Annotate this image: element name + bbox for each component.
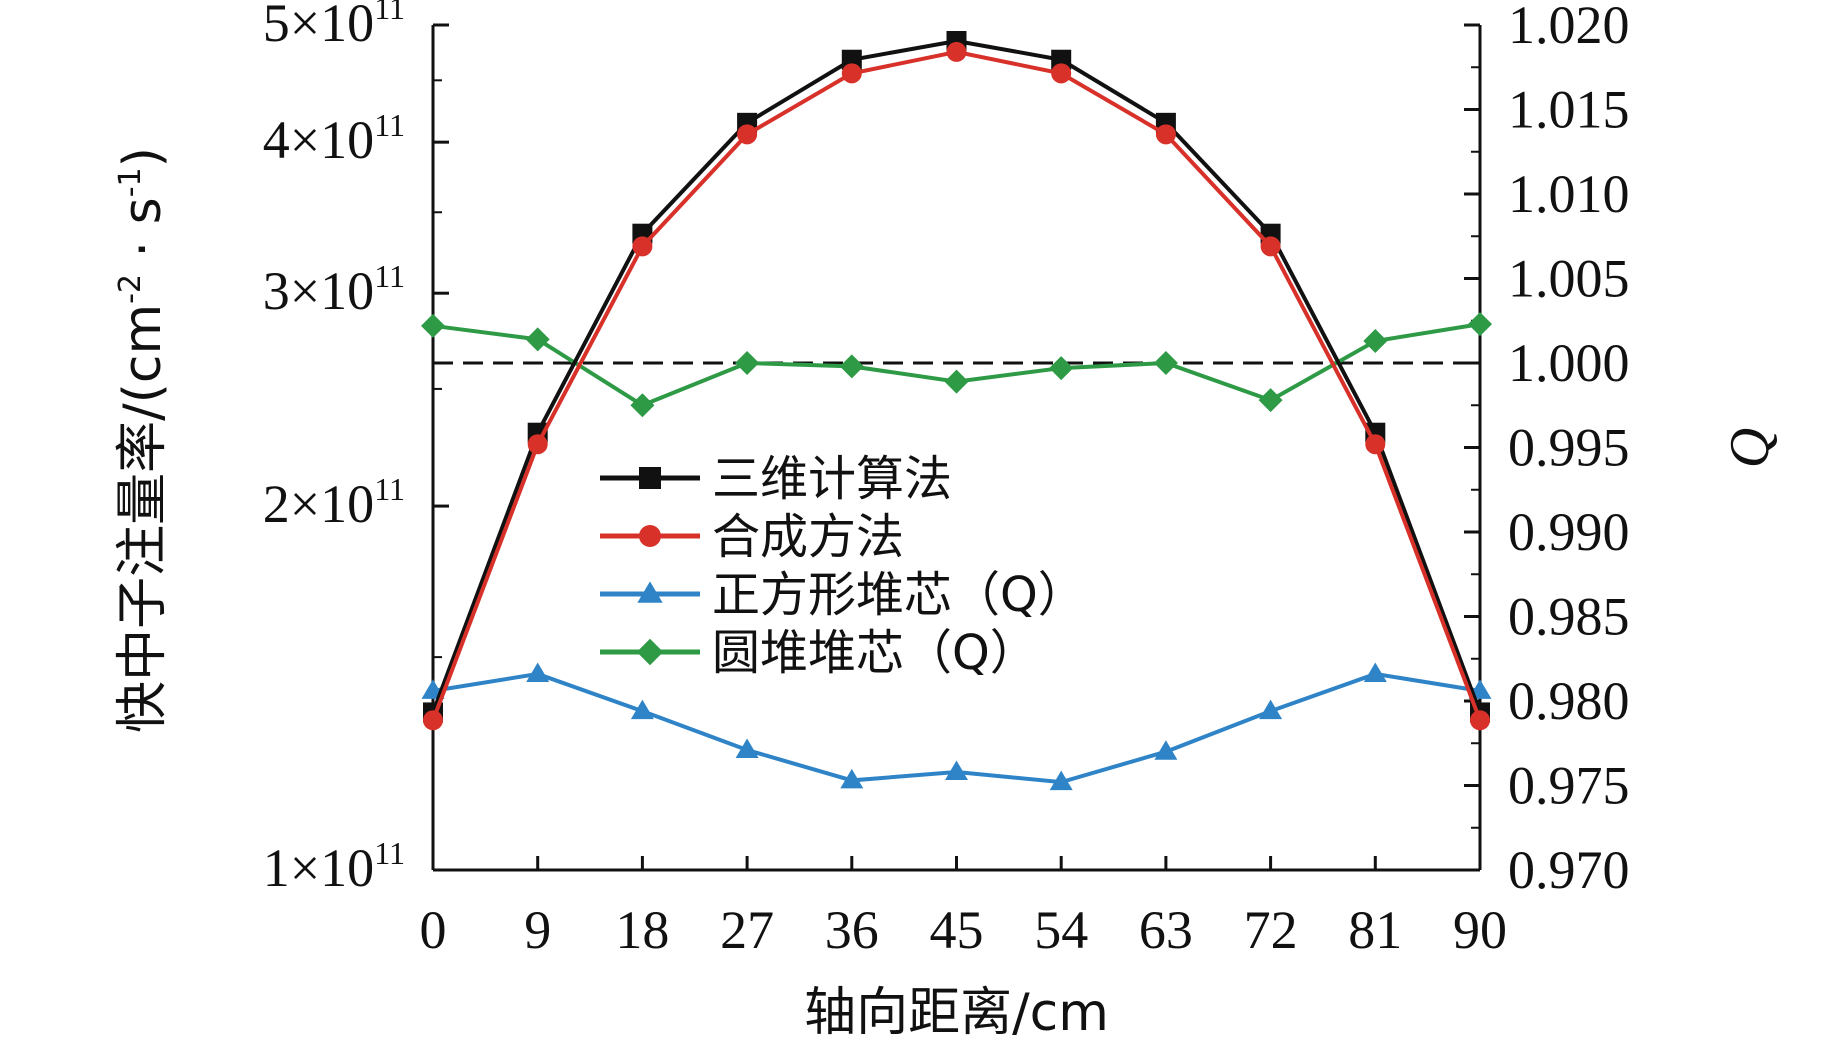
y-right-tick-label: 0.970 <box>1508 840 1630 900</box>
legend-label: 三维计算法 <box>712 451 952 507</box>
data-point <box>527 434 548 455</box>
data-point <box>944 369 969 394</box>
data-point <box>421 313 445 338</box>
y-right-tick-label: 1.020 <box>1508 0 1630 55</box>
data-point <box>526 662 550 682</box>
data-point <box>630 699 654 720</box>
legend-label: 合成方法 <box>712 509 904 565</box>
y-right-tick-label: 0.995 <box>1508 418 1630 478</box>
y-axis-right-label: Q <box>1719 428 1781 468</box>
series-2 <box>421 662 1492 791</box>
x-tick-label: 9 <box>524 900 551 960</box>
x-tick-label: 54 <box>1034 900 1088 960</box>
data-point <box>1363 329 1388 354</box>
y-right-tick-label: 0.975 <box>1508 756 1630 816</box>
data-point <box>946 41 967 62</box>
legend-marker <box>636 638 664 666</box>
x-tick-label: 45 <box>930 900 984 960</box>
series-3 <box>421 312 1492 418</box>
legend-item: 正方形堆芯（Q） <box>600 567 1086 623</box>
y-right-tick-label: 1.000 <box>1508 333 1630 393</box>
x-tick-label: 27 <box>720 900 774 960</box>
legend-marker <box>639 525 661 547</box>
data-point <box>1153 351 1178 375</box>
legend-marker <box>639 467 661 489</box>
axes: 0 9 18 27 36 45 54 63 72 81 90 1×1011 2×1011 3×1011 4×… <box>263 0 1630 960</box>
data-point <box>945 760 968 780</box>
data-point <box>735 738 759 759</box>
y-right-tick-label: 0.985 <box>1508 587 1630 647</box>
data-point <box>735 351 760 375</box>
x-tick-label: 36 <box>825 900 879 960</box>
y-left-tick-label: 5×1011 <box>263 0 405 53</box>
legend-label: 正方形堆芯（Q） <box>712 567 1086 623</box>
x-tick-label: 18 <box>615 900 669 960</box>
data-point <box>1258 388 1283 413</box>
data-point <box>630 393 655 418</box>
data-point <box>423 710 443 731</box>
data-point <box>1154 740 1178 760</box>
data-point <box>1049 770 1073 791</box>
y-right-tick-label: 1.005 <box>1508 249 1630 309</box>
legend-label: 圆堆堆芯（Q） <box>712 625 1038 681</box>
legend-marker <box>637 581 663 603</box>
data-point <box>841 63 862 84</box>
data-point <box>1259 699 1283 720</box>
series-1 <box>423 41 1490 731</box>
legend-item: 三维计算法 <box>600 451 952 507</box>
data-point <box>1470 710 1490 731</box>
y-right-tick-label: 0.980 <box>1508 671 1630 731</box>
x-tick-label: 72 <box>1244 900 1298 960</box>
data-point <box>1363 662 1387 682</box>
y-left-tick-label: 1×1011 <box>263 835 405 898</box>
x-tick-label: 0 <box>420 900 447 960</box>
data-point <box>1468 312 1492 337</box>
y-left-tick-label: 4×1011 <box>263 107 405 170</box>
data-point <box>1051 63 1072 84</box>
series-layer <box>421 30 1492 791</box>
y-axis-left-label: 快中子注量率/(cm-2 · s-1) <box>113 147 173 733</box>
data-point <box>1155 124 1176 145</box>
y-right-tick-label: 1.015 <box>1508 80 1630 140</box>
data-point <box>1260 236 1281 257</box>
x-tick-label: 63 <box>1139 900 1193 960</box>
data-point <box>840 768 864 789</box>
y-right-tick-label: 1.010 <box>1508 164 1630 224</box>
legend-item: 圆堆堆芯（Q） <box>600 625 1038 681</box>
y-right-tick-label: 0.990 <box>1508 502 1630 562</box>
data-point <box>1365 434 1386 455</box>
data-point <box>1049 356 1074 381</box>
data-point <box>839 354 864 379</box>
y-left-tick-label: 3×1011 <box>263 258 405 321</box>
y-axis-left-label-text: 快中子注量率/(cm-2 · s-1) <box>113 147 173 733</box>
legend-item: 合成方法 <box>600 509 904 565</box>
y-left-tick-label: 2×1011 <box>263 471 405 534</box>
x-tick-label: 81 <box>1348 900 1402 960</box>
data-point <box>525 327 550 352</box>
x-axis-label: 轴向距离/cm <box>804 983 1109 1042</box>
x-tick-label: 90 <box>1453 900 1507 960</box>
data-point <box>737 124 758 145</box>
data-point <box>632 236 653 257</box>
